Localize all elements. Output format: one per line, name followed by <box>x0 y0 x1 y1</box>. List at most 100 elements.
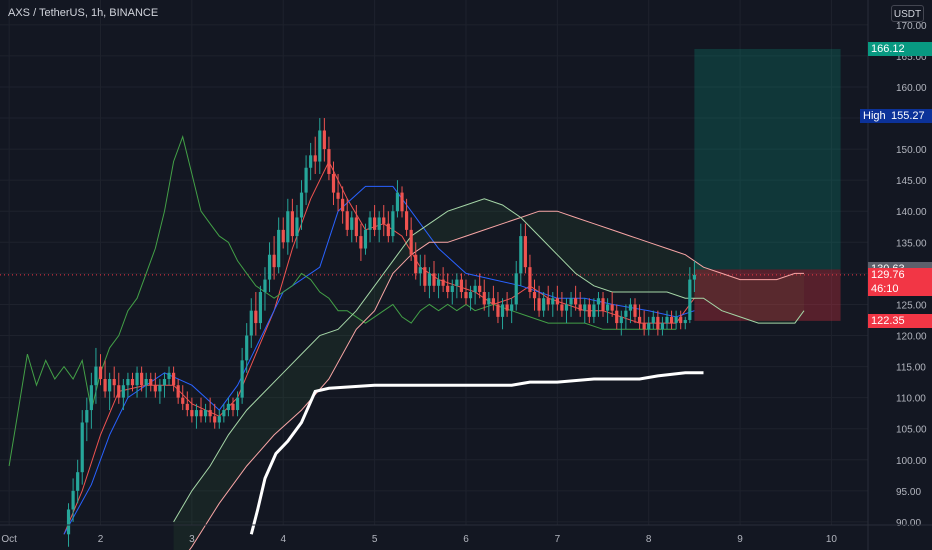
candle-body <box>569 298 573 305</box>
candle-body <box>395 192 400 212</box>
candle <box>368 211 372 243</box>
candle <box>263 267 267 311</box>
candle-body <box>263 279 267 293</box>
y-tick-label: 160.00 <box>896 83 927 94</box>
indicator-line-2 <box>8 134 677 467</box>
candle-body <box>71 490 75 510</box>
candle <box>414 242 418 280</box>
candle <box>418 254 422 286</box>
candle-body <box>528 267 532 293</box>
candle <box>669 310 674 330</box>
candle-body <box>391 211 395 237</box>
candle <box>446 273 450 299</box>
candle <box>158 378 162 404</box>
candle <box>126 372 130 398</box>
candle <box>487 292 491 317</box>
candle <box>386 211 390 243</box>
candle-body <box>500 304 505 317</box>
candle <box>528 254 532 299</box>
candle <box>647 316 651 336</box>
candle <box>327 136 331 181</box>
candle <box>309 142 313 181</box>
candle <box>213 403 217 429</box>
candle <box>665 310 669 330</box>
current-price-badge: 129.76 46:10 <box>868 267 932 296</box>
high-label: High <box>863 110 886 123</box>
candle <box>235 391 240 417</box>
long-position-tool[interactable] <box>0 48 868 321</box>
candle-body <box>126 378 130 386</box>
candle <box>601 292 605 317</box>
candle <box>272 236 276 280</box>
candle-body <box>692 274 696 280</box>
candle <box>633 298 637 324</box>
candle <box>514 260 518 311</box>
candle <box>432 260 436 293</box>
y-tick-label: 100.00 <box>896 456 927 467</box>
candle-body <box>633 304 637 317</box>
candle <box>382 205 386 237</box>
indicator-line-4 <box>173 198 805 523</box>
candle-body <box>336 192 340 199</box>
candle <box>615 304 619 330</box>
candle-body <box>304 167 308 193</box>
candle-body <box>341 198 345 212</box>
candle <box>240 347 244 404</box>
candle-body <box>555 298 559 305</box>
candle <box>564 298 569 324</box>
y-tick-label: 145.00 <box>896 176 927 187</box>
candle <box>587 298 591 324</box>
stop-price-badge: 122.35 <box>868 313 932 328</box>
candle-body <box>587 304 591 317</box>
candle <box>688 267 692 324</box>
candle <box>135 366 139 398</box>
candle <box>455 273 459 299</box>
candle <box>299 180 304 230</box>
candle <box>660 316 665 336</box>
candle <box>80 410 84 485</box>
candle <box>542 292 546 317</box>
candle <box>651 310 655 330</box>
candle <box>500 298 505 330</box>
candle <box>436 273 441 299</box>
candles <box>66 118 696 547</box>
candle-body <box>542 298 546 311</box>
candle <box>350 211 354 243</box>
candle <box>505 292 509 317</box>
y-tick-label: 90.00 <box>896 518 921 529</box>
candle-body <box>674 316 678 324</box>
candle-body <box>108 378 112 392</box>
candle-body <box>601 298 605 311</box>
candle <box>441 267 445 293</box>
candle-body <box>409 229 413 255</box>
symbol-title[interactable]: AXS / TetherUS, 1h, BINANCE <box>8 7 159 19</box>
candle-body <box>441 279 445 286</box>
candle <box>181 385 185 411</box>
candle <box>89 372 93 429</box>
candle <box>281 217 285 249</box>
candle <box>596 292 601 317</box>
candle <box>208 397 212 423</box>
candle-body <box>624 310 628 317</box>
candle-body <box>94 366 98 386</box>
candle-body <box>76 472 80 491</box>
candle-body <box>574 298 578 305</box>
candle-body <box>181 397 185 404</box>
candle-body <box>679 316 683 324</box>
candle <box>656 310 660 336</box>
candle-body <box>208 410 212 417</box>
candle <box>482 279 486 311</box>
candle-body <box>560 304 564 311</box>
y-tick-label: 105.00 <box>896 425 927 436</box>
x-tick-label: 8 <box>646 534 652 545</box>
candle <box>130 372 135 392</box>
candle-body <box>322 130 326 150</box>
candle <box>336 173 340 212</box>
candle-body <box>149 378 153 386</box>
candle <box>290 198 294 243</box>
currency-button[interactable]: USDT <box>891 5 924 22</box>
high-value: 155.27 <box>891 110 925 123</box>
candle <box>468 285 473 311</box>
candle-body <box>368 217 372 230</box>
